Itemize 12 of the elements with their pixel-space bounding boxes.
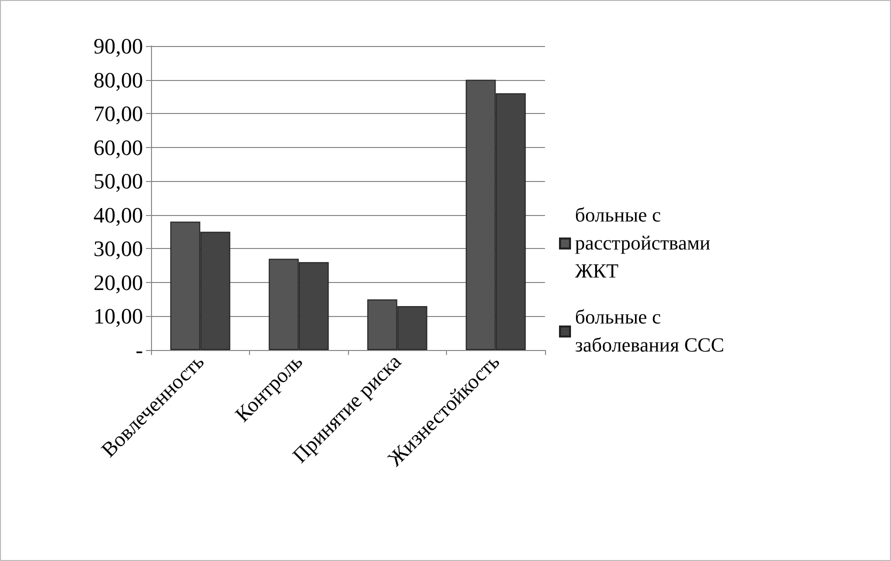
- y-tick-label: 60,00: [94, 134, 143, 160]
- y-tick-label: 10,00: [94, 304, 143, 329]
- y-tick-label: 30,00: [94, 236, 143, 262]
- y-tick-label: 50,00: [94, 168, 143, 194]
- legend-label: больные с заболевания ССС: [575, 306, 724, 356]
- legend-label: больные с расстройствами ЖКТ: [575, 204, 716, 282]
- y-tick-label: 20,00: [94, 270, 143, 295]
- y-tick-label: 90,00: [94, 34, 143, 58]
- y-tick-label: -: [136, 338, 143, 362]
- y-tick-label: 70,00: [94, 101, 143, 126]
- y-tick-label: 80,00: [94, 67, 143, 92]
- y-tick-label: 40,00: [94, 202, 143, 228]
